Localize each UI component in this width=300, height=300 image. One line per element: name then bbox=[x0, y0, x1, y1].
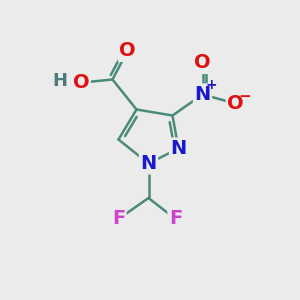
Text: O: O bbox=[73, 73, 89, 92]
Text: H: H bbox=[52, 72, 68, 90]
Text: F: F bbox=[169, 209, 182, 229]
Text: N: N bbox=[194, 85, 211, 104]
Text: +: + bbox=[205, 78, 217, 92]
Text: −: − bbox=[239, 89, 251, 104]
Text: N: N bbox=[170, 139, 187, 158]
Text: O: O bbox=[119, 41, 136, 61]
Text: O: O bbox=[194, 53, 211, 73]
Text: N: N bbox=[140, 154, 157, 173]
Text: F: F bbox=[112, 209, 125, 229]
Text: O: O bbox=[227, 94, 244, 113]
